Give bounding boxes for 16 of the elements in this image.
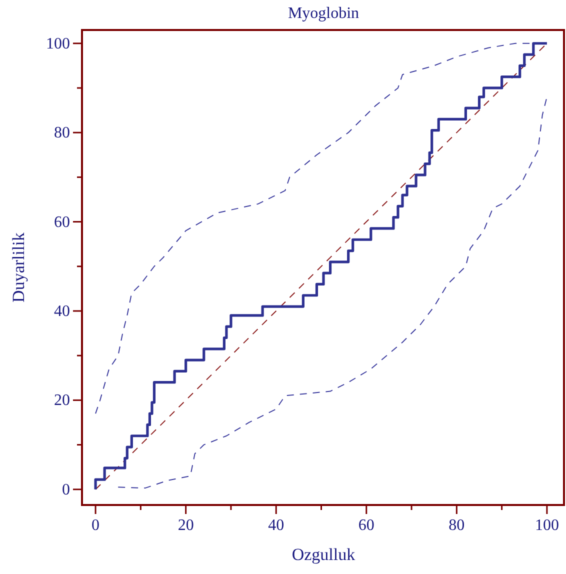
y-tick-label: 20 [54,392,70,410]
chart-title: Myoglobin [288,5,360,22]
y-tick-label: 40 [54,302,70,320]
y-tick-label: 0 [62,481,70,498]
x-tick-label: 40 [268,517,284,534]
x-tick-label: 0 [92,517,100,534]
line-series [118,96,548,489]
x-tick-label: 20 [178,517,194,534]
y-tick-label: 60 [54,214,70,231]
y-axis-title: Duyarlilik [9,232,28,302]
x-axis-title: Ozgulluk [292,545,356,564]
x-tick-label: 60 [358,517,374,534]
y-tick-label: 100 [46,35,70,52]
x-tick-label: 100 [534,517,559,534]
y-tick-label: 80 [54,124,70,142]
x-tick-label: 80 [448,517,465,534]
